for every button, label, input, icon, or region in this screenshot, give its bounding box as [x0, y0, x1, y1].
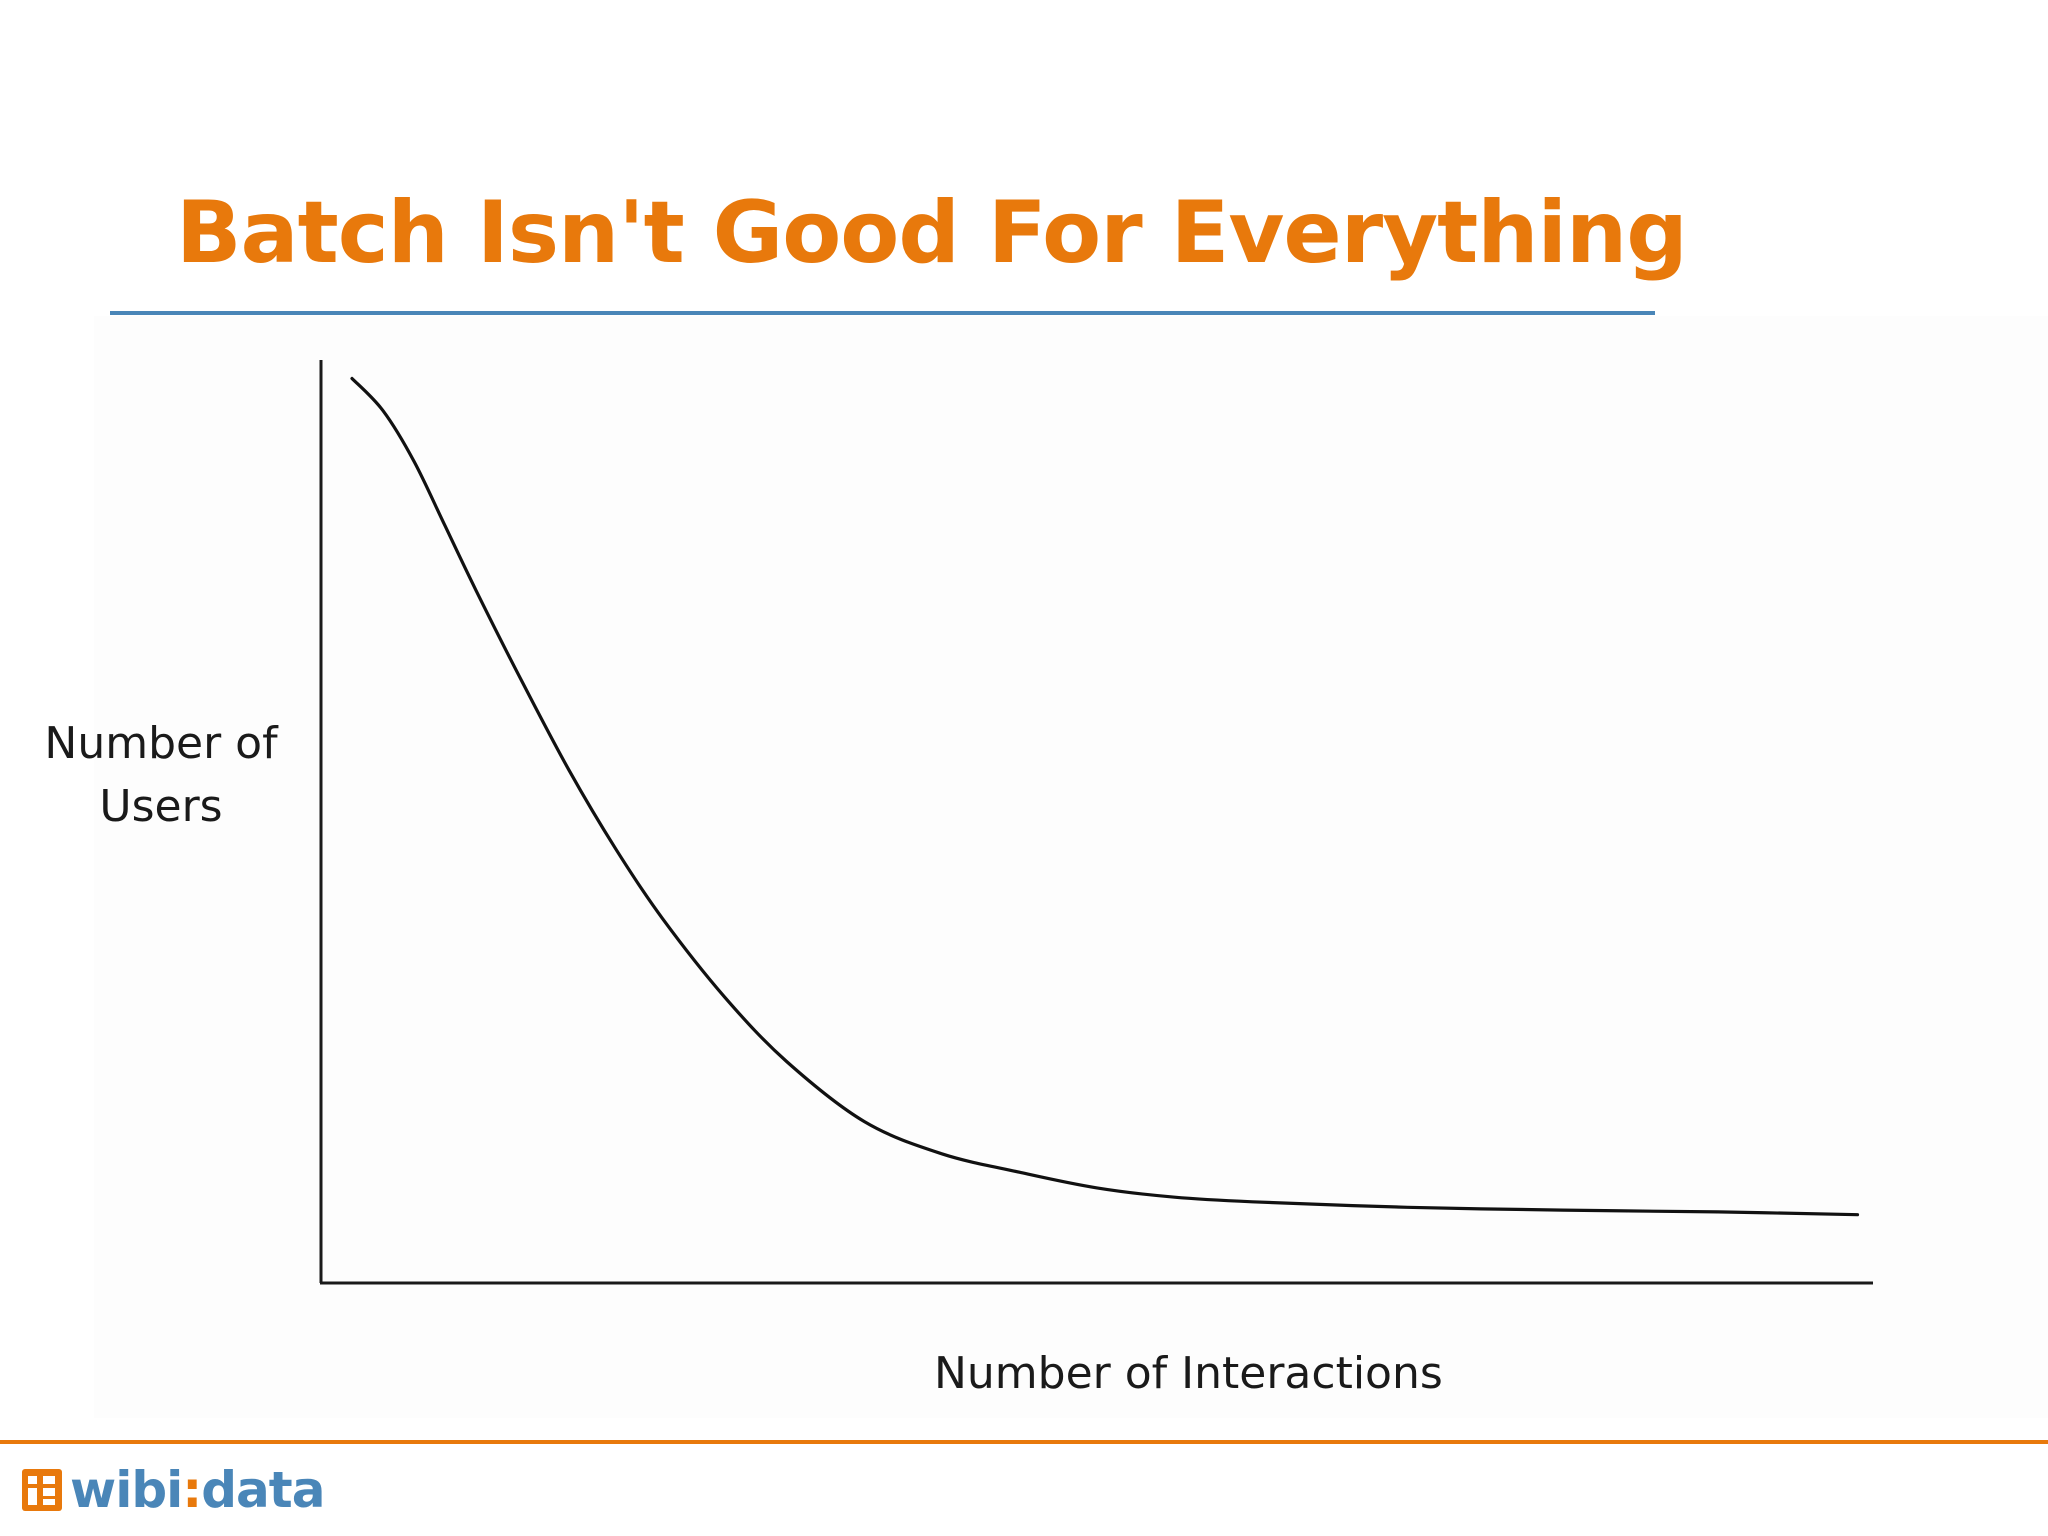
logo-wordmark-data: data: [201, 1461, 325, 1519]
wibidata-logo: wibi:data: [22, 1460, 325, 1520]
logo-wordmark-wibi: wibi: [70, 1461, 183, 1519]
title-divider: [110, 311, 1655, 315]
footer-divider: [0, 1440, 2048, 1444]
series-layer: [350, 376, 1860, 1217]
logo-mark-icon: [22, 1469, 62, 1511]
y-axis-label-line-1: Number of: [44, 718, 278, 769]
y-axis-label: Number of Users: [36, 712, 286, 838]
slide-title: Batch Isn't Good For Everything: [176, 183, 1688, 283]
logo-separator: :: [182, 1461, 202, 1519]
logo-wordmark: wibi:data: [70, 1465, 325, 1515]
y-axis-label-line-2: Users: [99, 781, 223, 832]
chart-panel: [94, 316, 2048, 1418]
x-axis-label: Number of Interactions: [934, 1348, 1443, 1399]
series-line-users: [350, 376, 1860, 1217]
